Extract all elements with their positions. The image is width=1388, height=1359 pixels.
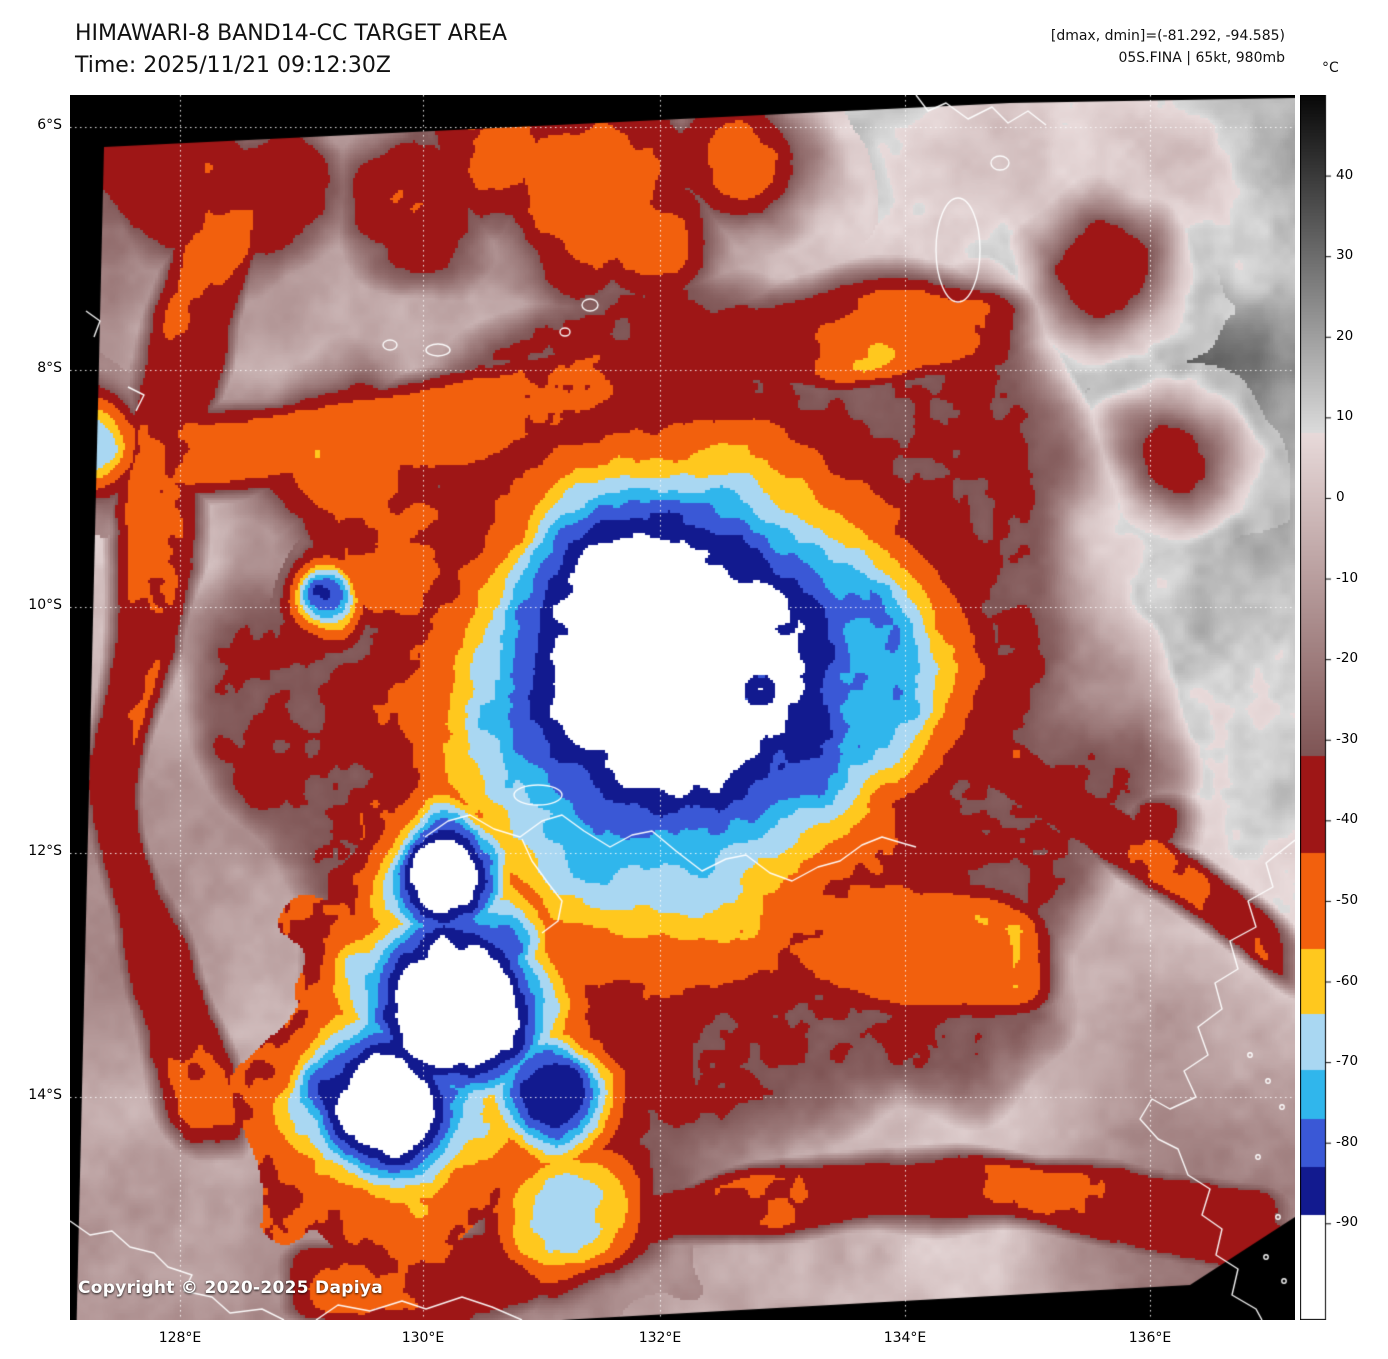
map-plot: Copyright © 2020-2025 Dapiya — [70, 95, 1295, 1320]
colorbar-tick-label: 30 — [1336, 247, 1354, 264]
lon-tick-label: 132°E — [638, 1330, 682, 1346]
dmax-dmin-readout: [dmax, dmin]=(-81.292, -94.585) — [1050, 28, 1285, 44]
copyright-watermark: Copyright © 2020-2025 Dapiya — [78, 1278, 383, 1298]
colorbar-tick-label: -80 — [1336, 1133, 1359, 1150]
colorbar-tick-label: -90 — [1336, 1214, 1359, 1231]
lat-tick-label: 8°S — [37, 360, 62, 376]
lon-tick-label: 136°E — [1128, 1330, 1172, 1346]
storm-info: 05S.FINA | 65kt, 980mb — [1118, 49, 1285, 66]
colorbar-tick-label: -70 — [1336, 1053, 1359, 1070]
colorbar — [1300, 95, 1332, 1320]
colorbar-tick-label: 20 — [1336, 327, 1354, 344]
colorbar-tick-label: 10 — [1336, 408, 1354, 425]
colorbar-tick-label: -60 — [1336, 972, 1359, 989]
colorbar-tick-label: -10 — [1336, 569, 1359, 586]
lon-tick-label: 134°E — [883, 1330, 927, 1346]
title-block: HIMAWARI-8 BAND14-CC TARGET AREA Time: 2… — [75, 18, 507, 82]
lat-tick-label: 10°S — [28, 597, 62, 613]
satellite-image-canvas — [70, 95, 1295, 1320]
colorbar-unit: °C — [1322, 60, 1339, 76]
colorbar-tick-label: -30 — [1336, 730, 1359, 747]
colorbar-tick-label: 40 — [1336, 166, 1354, 183]
header-readouts: [dmax, dmin]=(-81.292, -94.585) 05S.FINA… — [1051, 26, 1285, 69]
lon-tick-label: 130°E — [401, 1330, 445, 1346]
lat-tick-label: 14°S — [28, 1087, 62, 1103]
colorbar-tick-label: -20 — [1336, 650, 1359, 667]
lat-tick-label: 12°S — [28, 843, 62, 859]
lon-tick-label: 128°E — [158, 1330, 202, 1346]
figure-time: Time: 2025/11/21 09:12:30Z — [75, 52, 391, 78]
colorbar-tick-label: 0 — [1336, 488, 1345, 505]
colorbar-tick-label: -50 — [1336, 891, 1359, 908]
colorbar-tick-label: -40 — [1336, 811, 1359, 828]
lat-tick-label: 6°S — [37, 117, 62, 133]
figure-title: HIMAWARI-8 BAND14-CC TARGET AREA — [75, 21, 508, 46]
